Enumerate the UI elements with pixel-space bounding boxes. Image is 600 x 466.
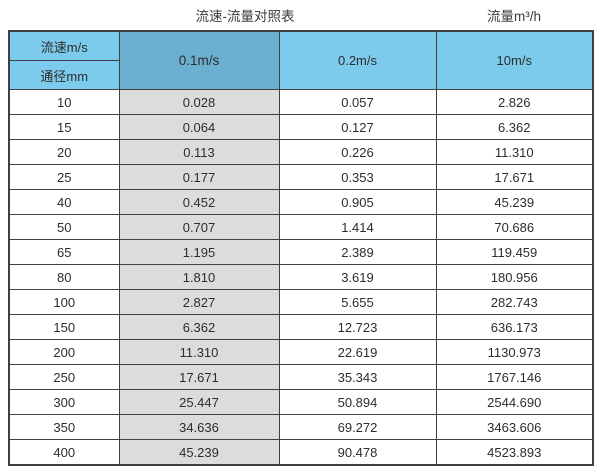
flow-value-10ms-cell: 11.310 xyxy=(435,139,594,165)
table-row: 350 34.636 69.272 3463.606 xyxy=(8,414,594,440)
table-row: 150 6.362 12.723 636.173 xyxy=(8,314,594,340)
flow-value-0-2ms-cell: 1.414 xyxy=(278,214,437,240)
flow-value-0-1ms-cell: 0.028 xyxy=(118,89,280,115)
flow-value-0-1ms-cell: 0.707 xyxy=(118,214,280,240)
table-row: 20 0.113 0.226 11.310 xyxy=(8,139,594,165)
diameter-cell: 50 xyxy=(8,214,120,240)
flow-value-0-1ms-cell: 34.636 xyxy=(118,414,280,440)
flow-value-0-1ms-cell: 1.195 xyxy=(118,239,280,265)
flow-value-0-1ms-cell: 0.452 xyxy=(118,189,280,215)
diameter-cell: 300 xyxy=(8,389,120,415)
table-row: 65 1.195 2.389 119.459 xyxy=(8,239,594,265)
flow-value-0-2ms-cell: 50.894 xyxy=(278,389,437,415)
diameter-cell: 40 xyxy=(8,189,120,215)
table-title: 流速-流量对照表 xyxy=(195,9,295,24)
table-row: 200 11.310 22.619 1130.973 xyxy=(8,339,594,365)
diameter-cell: 350 xyxy=(8,414,120,440)
table-row: 80 1.810 3.619 180.956 xyxy=(8,264,594,290)
diameter-cell: 80 xyxy=(8,264,120,290)
flow-value-0-2ms-cell: 35.343 xyxy=(278,364,437,390)
flow-value-0-2ms-cell: 0.057 xyxy=(278,89,437,115)
table-row: 10 0.028 0.057 2.826 xyxy=(8,89,594,115)
table-row: 15 0.064 0.127 6.362 xyxy=(8,114,594,140)
table-row: 25 0.177 0.353 17.671 xyxy=(8,164,594,190)
diameter-cell: 100 xyxy=(8,289,120,315)
flow-value-10ms-cell: 1130.973 xyxy=(435,339,594,365)
flow-value-0-2ms-cell: 69.272 xyxy=(278,414,437,440)
flow-value-0-2ms-cell: 22.619 xyxy=(278,339,437,365)
diameter-cell: 400 xyxy=(8,439,120,466)
header-flow-velocity: 流速m/s xyxy=(8,30,120,61)
flow-value-0-1ms-cell: 0.177 xyxy=(118,164,280,190)
flow-value-10ms-cell: 2544.690 xyxy=(435,389,594,415)
flow-value-0-1ms-cell: 6.362 xyxy=(118,314,280,340)
flow-value-10ms-cell: 70.686 xyxy=(435,214,594,240)
diameter-cell: 200 xyxy=(8,339,120,365)
flow-value-10ms-cell: 282.743 xyxy=(435,289,594,315)
flow-unit-label: 流量m³/h xyxy=(487,9,541,24)
flow-value-0-2ms-cell: 0.353 xyxy=(278,164,437,190)
flow-value-0-2ms-cell: 2.389 xyxy=(278,239,437,265)
flow-value-0-2ms-cell: 90.478 xyxy=(278,439,437,466)
flow-value-0-2ms-cell: 0.905 xyxy=(278,189,437,215)
table-row: 250 17.671 35.343 1767.146 xyxy=(8,364,594,390)
flow-value-0-1ms-cell: 1.810 xyxy=(118,264,280,290)
header-col-10ms: 10m/s xyxy=(435,30,594,90)
flow-value-0-1ms-cell: 17.671 xyxy=(118,364,280,390)
flow-value-0-1ms-cell: 25.447 xyxy=(118,389,280,415)
flow-value-0-1ms-cell: 0.113 xyxy=(118,139,280,165)
flow-value-10ms-cell: 119.459 xyxy=(435,239,594,265)
flow-value-0-2ms-cell: 0.127 xyxy=(278,114,437,140)
diameter-cell: 20 xyxy=(8,139,120,165)
flow-value-10ms-cell: 3463.606 xyxy=(435,414,594,440)
header-row-bottom: 通径mm xyxy=(8,60,593,90)
flow-value-0-2ms-cell: 12.723 xyxy=(278,314,437,340)
flow-value-0-1ms-cell: 0.064 xyxy=(118,114,280,140)
table-row: 40 0.452 0.905 45.239 xyxy=(8,189,594,215)
table-row: 50 0.707 1.414 70.686 xyxy=(8,214,594,240)
flow-value-10ms-cell: 45.239 xyxy=(435,189,594,215)
header-col-0-1ms: 0.1m/s xyxy=(118,30,280,90)
table-row: 300 25.447 50.894 2544.690 xyxy=(8,389,594,415)
flow-value-0-2ms-cell: 5.655 xyxy=(278,289,437,315)
diameter-cell: 10 xyxy=(8,89,120,115)
diameter-cell: 25 xyxy=(8,164,120,190)
flow-value-0-1ms-cell: 11.310 xyxy=(118,339,280,365)
flow-value-0-1ms-cell: 45.239 xyxy=(118,439,280,466)
flow-value-10ms-cell: 17.671 xyxy=(435,164,594,190)
flow-value-10ms-cell: 2.826 xyxy=(435,89,594,115)
flow-rate-table: 流速m/s 0.1m/s 0.2m/s 10m/s 通径mm 10 0.028 0.… xyxy=(8,30,594,466)
header-row-top: 流速m/s 0.1m/s 0.2m/s 10m/s xyxy=(8,30,594,90)
table-row: 100 2.827 5.655 282.743 xyxy=(8,289,594,315)
flow-value-10ms-cell: 180.956 xyxy=(435,264,594,290)
flow-value-10ms-cell: 636.173 xyxy=(435,314,594,340)
flow-value-0-1ms-cell: 2.827 xyxy=(118,289,280,315)
flow-value-10ms-cell: 4523.893 xyxy=(435,439,594,466)
table-body: 10 0.028 0.057 2.826 15 0.064 0.127 6.362 20 0.11… xyxy=(8,89,594,466)
flow-value-0-2ms-cell: 3.619 xyxy=(278,264,437,290)
table-row: 400 45.239 90.478 4523.893 xyxy=(8,439,594,466)
header-col-0-2ms: 0.2m/s xyxy=(278,30,437,90)
diameter-cell: 250 xyxy=(8,364,120,390)
header-diameter: 通径mm xyxy=(8,60,120,90)
diameter-cell: 150 xyxy=(8,314,120,340)
flow-value-10ms-cell: 6.362 xyxy=(435,114,594,140)
flow-value-10ms-cell: 1767.146 xyxy=(435,364,594,390)
diameter-cell: 15 xyxy=(8,114,120,140)
diameter-cell: 65 xyxy=(8,239,120,265)
flow-value-0-2ms-cell: 0.226 xyxy=(278,139,437,165)
